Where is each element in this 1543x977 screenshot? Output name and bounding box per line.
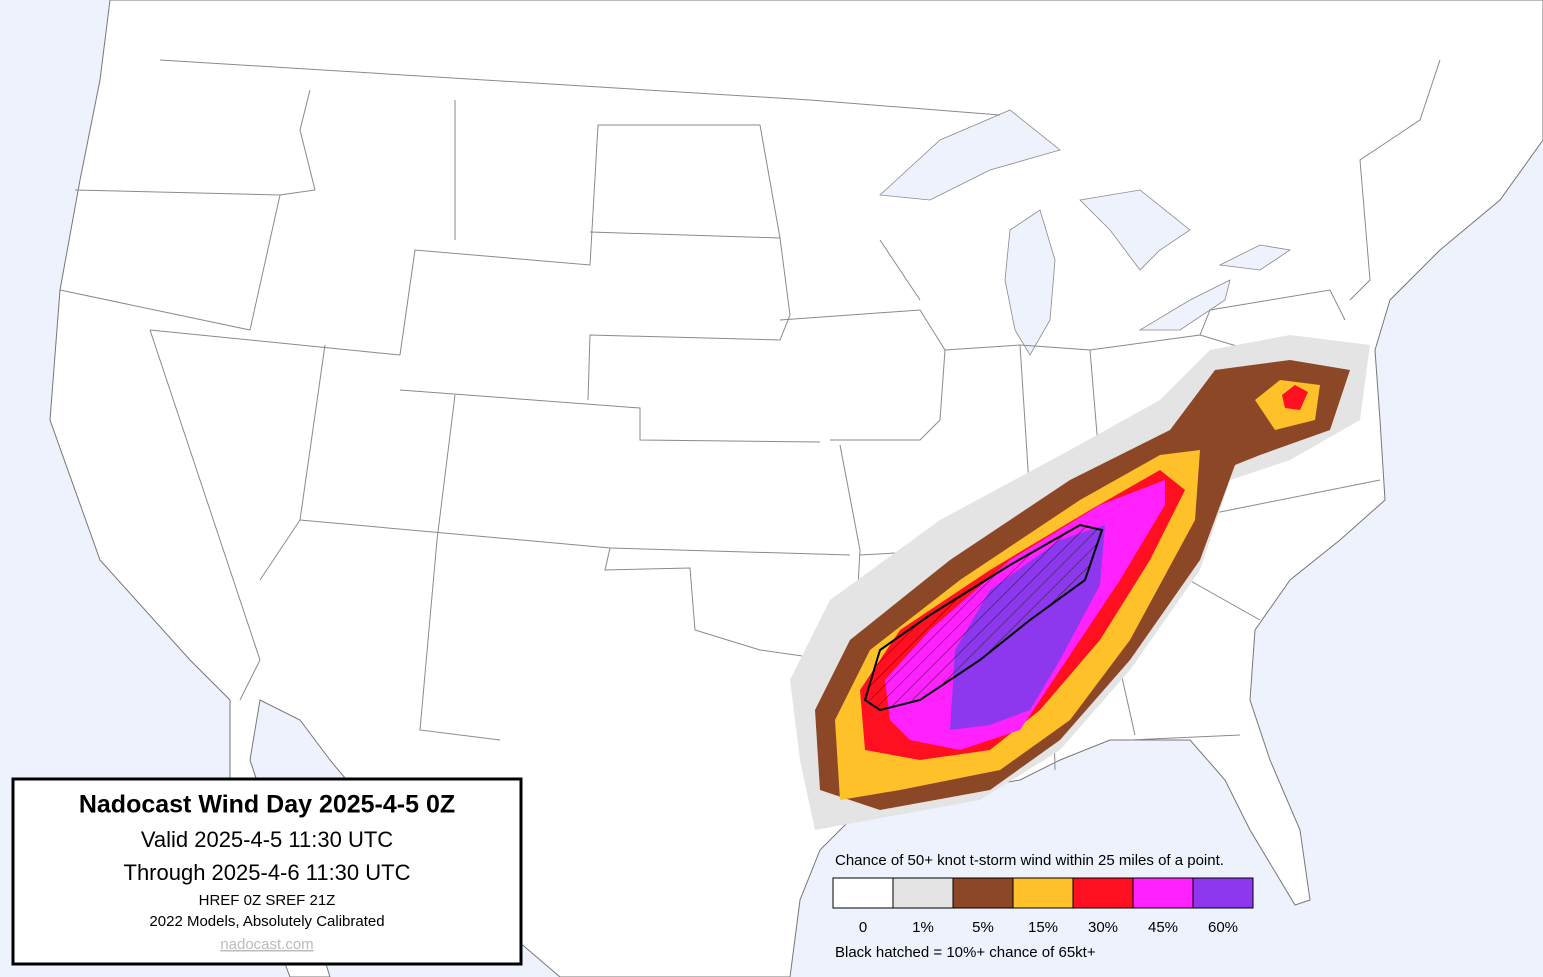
legend-label: 45% [1148, 919, 1178, 936]
legend-note: Black hatched = 10%+ chance of 65kt+ [835, 944, 1096, 961]
legend-label: 15% [1028, 919, 1058, 936]
legend-swatch [892, 877, 954, 909]
legend-label: 0 [859, 919, 867, 936]
legend: Chance of 50+ knot t-storm wind within 2… [832, 852, 1254, 961]
valid-time: Valid 2025-4-5 11:30 UTC [141, 827, 393, 852]
probability-contours [790, 335, 1370, 830]
lakes [879, 109, 1292, 356]
calibration: 2022 Models, Absolutely Calibrated [149, 913, 384, 930]
legend-swatch [1012, 877, 1074, 909]
models: HREF 0Z SREF 21Z [199, 892, 336, 909]
legend-caption: Chance of 50+ knot t-storm wind within 2… [835, 852, 1224, 869]
legend-label: 5% [972, 919, 994, 936]
legend-label: 30% [1088, 919, 1118, 936]
legend-label: 60% [1208, 919, 1238, 936]
legend-label: 1% [912, 919, 934, 936]
through-time: Through 2025-4-6 11:30 UTC [124, 860, 411, 885]
link[interactable]: nadocast.com [220, 936, 313, 953]
legend-swatch [832, 877, 894, 909]
title-frame [11, 777, 523, 966]
legend-swatch [1072, 877, 1134, 909]
title: Nadocast Wind Day 2025-4-5 0Z [79, 791, 455, 819]
title-box: Nadocast Wind Day 2025-4-5 0Z Valid 2025… [11, 777, 523, 966]
legend-swatch [952, 877, 1014, 909]
legend-swatch [1132, 877, 1194, 909]
legend-swatch [1192, 877, 1254, 909]
